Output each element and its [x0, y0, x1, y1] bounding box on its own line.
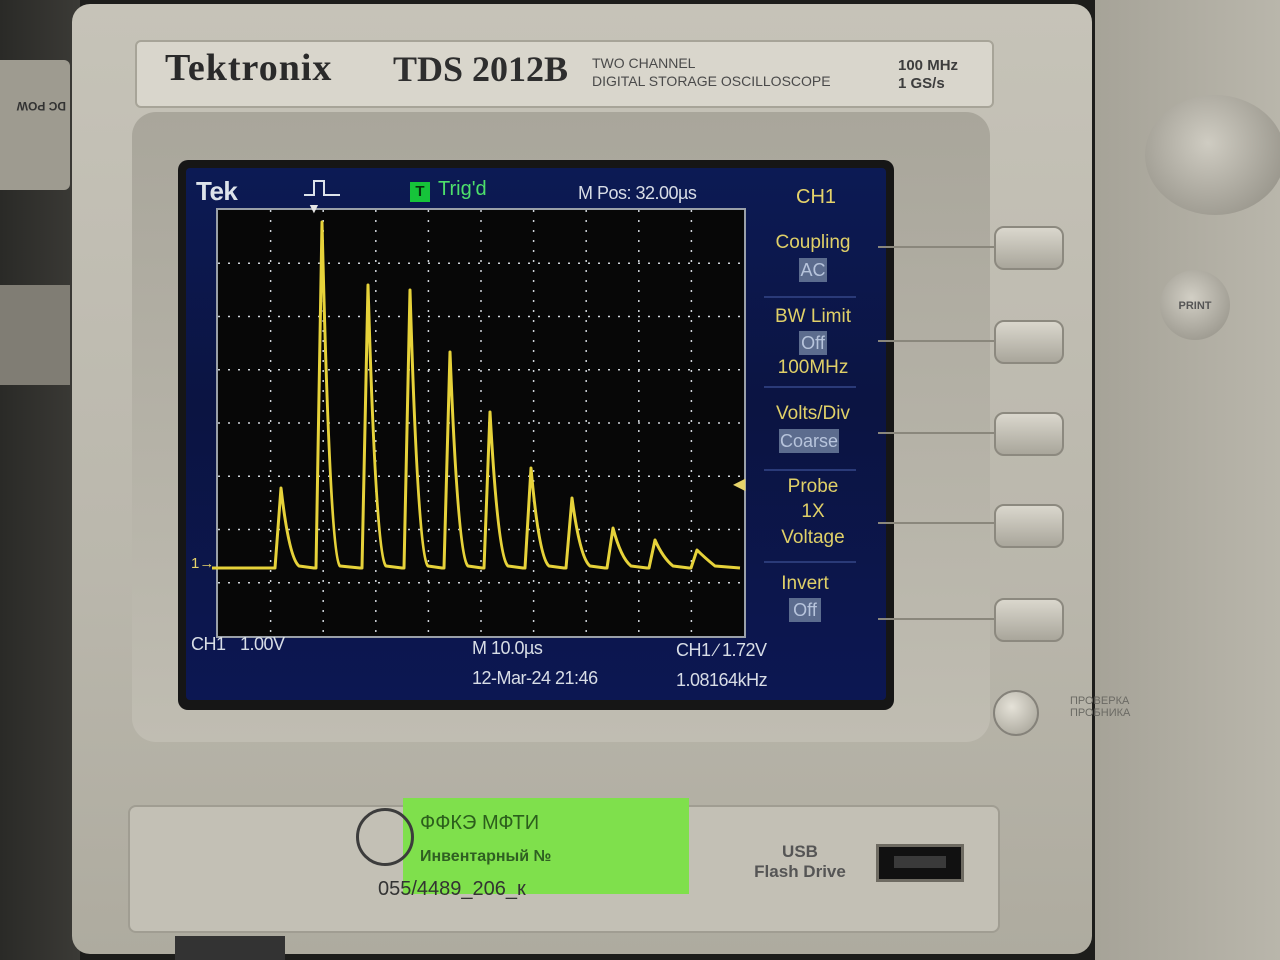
menu-probe-type: Voltage — [781, 527, 845, 548]
frequency-readout: 1.08164kHz — [676, 670, 768, 690]
probe-check-button[interactable] — [993, 690, 1039, 736]
trigger-status-icon: T — [410, 182, 430, 202]
sticker-inventory-label: Инвентарный № — [420, 848, 552, 865]
usb-label: USB Flash Drive — [748, 842, 852, 882]
usb-label-line1: USB — [782, 842, 818, 861]
option-button-3[interactable] — [994, 412, 1064, 456]
bandwidth-spec: 100 MHz — [898, 57, 959, 74]
option-button-1[interactable] — [994, 226, 1064, 270]
menu-separator — [764, 469, 856, 471]
menu-coupling-value: AC — [799, 258, 827, 282]
probe-check-label-line2: ПРОБНИКА — [1070, 707, 1131, 719]
case-foot — [175, 936, 285, 960]
menu-separator — [764, 296, 856, 298]
trigger-status: Trig'd — [438, 178, 487, 200]
brand-name: Tektronix — [165, 47, 333, 89]
trigger-readout: CH1 ∕ 1.72V — [676, 640, 767, 660]
multipurpose-knob[interactable] — [1145, 95, 1280, 215]
sticker-institution: ФФКЭ МФТИ — [420, 812, 540, 834]
print-button-label: PRINT — [1178, 300, 1212, 312]
graticule-grid — [218, 210, 744, 636]
option-button-line — [878, 522, 994, 524]
menu-voltsdiv-label: Volts/Div — [776, 403, 850, 424]
option-button-2[interactable] — [994, 320, 1064, 364]
model-name: TDS 2012B — [393, 49, 569, 89]
timebase-readout: M 10.0µs — [472, 638, 543, 658]
menu-title: CH1 — [796, 186, 837, 208]
option-button-5[interactable] — [994, 598, 1064, 642]
menu-bwlimit-extra: 100MHz — [777, 357, 849, 378]
option-button-line — [878, 618, 994, 620]
left-equipment — [0, 285, 70, 385]
channel-readout: CH1 — [191, 634, 226, 654]
option-button-line — [878, 246, 994, 248]
main-position: M Pos: 32.00µs — [578, 183, 697, 203]
brand-bar — [135, 40, 994, 108]
menu-separator — [764, 386, 856, 388]
menu-bwlimit-value: Off — [799, 331, 827, 355]
tek-logo: Tek — [196, 176, 238, 206]
option-button-4[interactable] — [994, 504, 1064, 548]
print-button[interactable] — [1160, 270, 1230, 340]
model-description-line1: TWO CHANNEL — [592, 55, 696, 71]
date-time-readout: 12-Mar-24 21:46 — [472, 668, 598, 688]
inventory-number: 055/4489_206_к — [378, 878, 526, 900]
ch1-waveform — [212, 220, 741, 570]
usb-label-line2: Flash Drive — [754, 862, 846, 881]
probe-check-label: ПРОВЕРКА ПРОБНИКА — [1070, 695, 1130, 719]
menu-probe-label: Probe — [787, 476, 839, 497]
menu-bwlimit-label: BW Limit — [775, 306, 851, 327]
trigger-position-arrow-icon: ▼ — [307, 200, 321, 216]
channel-ground-marker: 1→ — [191, 555, 215, 572]
left-power-supply — [0, 60, 70, 190]
institution-emblem-icon — [356, 808, 414, 866]
model-description-line2: DIGITAL STORAGE OSCILLOSCOPE — [592, 73, 831, 89]
menu-invert-label: Invert — [781, 573, 829, 594]
sample-rate-spec: 1 GS/s — [898, 75, 945, 92]
menu-invert-value: Off — [789, 598, 821, 622]
trigger-level-arrow-icon: ◀ — [733, 476, 746, 493]
menu-separator — [764, 561, 856, 563]
menu-coupling-label: Coupling — [775, 232, 851, 253]
usb-port-inner — [894, 856, 946, 868]
menu-voltsdiv-value: Coarse — [779, 429, 839, 453]
probe-check-label-line1: ПРОВЕРКА — [1070, 695, 1130, 707]
volts-per-div-readout: 1.00V — [240, 634, 285, 654]
inventory-sticker — [403, 798, 689, 894]
option-button-line — [878, 432, 994, 434]
menu-probe-attenuation: 1X — [801, 501, 825, 522]
option-button-line — [878, 340, 994, 342]
acquire-mode-icon — [302, 177, 342, 206]
